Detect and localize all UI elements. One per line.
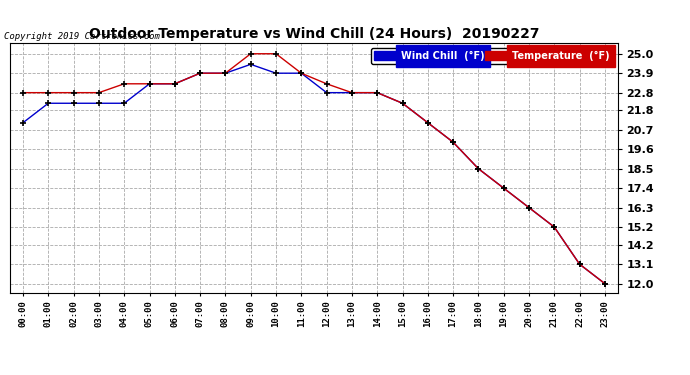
Legend: Wind Chill  (°F), Temperature  (°F): Wind Chill (°F), Temperature (°F) — [371, 48, 613, 64]
Title: Outdoor Temperature vs Wind Chill (24 Hours)  20190227: Outdoor Temperature vs Wind Chill (24 Ho… — [89, 27, 539, 40]
Text: Copyright 2019 Cartronics.com: Copyright 2019 Cartronics.com — [4, 32, 160, 40]
